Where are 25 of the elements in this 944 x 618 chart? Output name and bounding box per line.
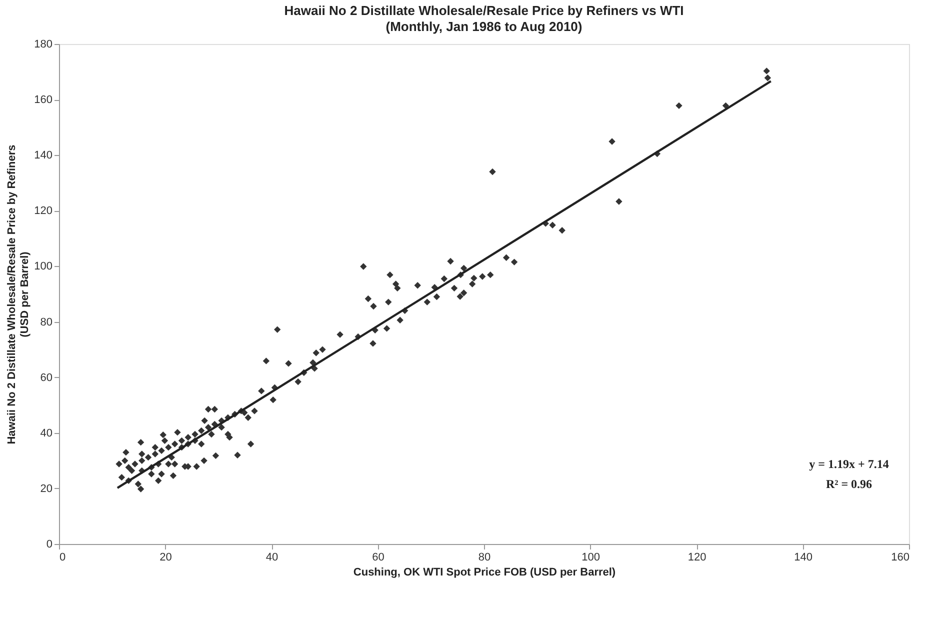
x-tick-label: 60 (372, 552, 384, 564)
y-tick-label: 80 (40, 316, 52, 328)
y-tick-label: 160 (34, 94, 52, 106)
annotation: y = 1.19x + 7.14 (809, 457, 889, 471)
x-tick-label: 100 (582, 552, 600, 564)
y-tick-label: 0 (46, 538, 52, 550)
y-tick-label: 140 (34, 150, 52, 162)
y-tick-label: 60 (40, 372, 52, 384)
chart-subtitle: (Monthly, Jan 1986 to Aug 2010) (386, 19, 582, 34)
x-tick-label: 40 (266, 552, 278, 564)
chart-title: Hawaii No 2 Distillate Wholesale/Resale Price by Refiners vs WTI (284, 3, 684, 18)
y-tick-label: 100 (34, 260, 52, 273)
x-tick-label: 20 (160, 552, 172, 564)
x-tick-label: 120 (688, 552, 706, 564)
x-axis-title: Cushing, OK WTI Spot Price FOB (USD per Barrel) (353, 566, 616, 578)
annotation: R² = 0.96 (826, 477, 872, 491)
x-tick-label: 140 (794, 552, 812, 564)
y-tick-label: 40 (40, 427, 52, 440)
x-tick-label: 160 (891, 552, 910, 564)
x-tick-label: 80 (478, 552, 491, 564)
y-tick-label: 20 (40, 482, 52, 495)
y-tick-label: 180 (34, 38, 52, 50)
y-axis-title: Hawaii No 2 Distillate Wholesale/Resale Price by Refiners (USD per Barrel) (6, 144, 32, 444)
x-tick-label: 0 (60, 552, 66, 564)
y-tick-label: 120 (34, 205, 52, 218)
